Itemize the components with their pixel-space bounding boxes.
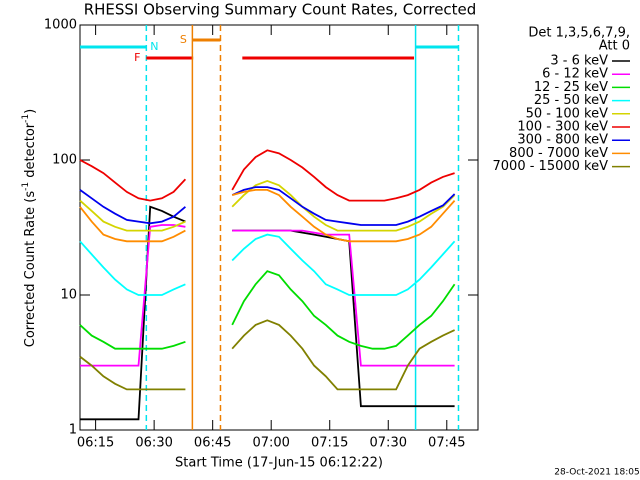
legend-header: Det 1,3,5,6,7,9, <box>528 26 630 41</box>
series-line <box>79 319 455 391</box>
x-axis-label: Start Time (17-Jun-15 06:12:22) <box>175 456 383 471</box>
series-line <box>79 179 456 232</box>
y-label-part: detector <box>23 122 38 182</box>
y-label-part: ) <box>23 109 38 114</box>
flag-label: N <box>150 40 158 53</box>
y-label-sup: -1 <box>21 114 31 123</box>
y-tick-label: 10 <box>60 288 77 303</box>
legend-label: 100 - 300 keV <box>517 120 608 135</box>
legend-label: 25 - 50 keV <box>534 93 608 108</box>
legend-label: 300 - 800 keV <box>517 133 608 148</box>
legend-label: 6 - 12 keV <box>542 67 608 82</box>
x-tick-label: 06:30 <box>135 436 172 451</box>
legend-label: 7000 - 15000 keV <box>493 159 609 174</box>
x-tick-label: 06:45 <box>194 436 231 451</box>
x-tick-label: 07:30 <box>370 436 407 451</box>
series-line <box>79 270 456 350</box>
flag-label: F <box>134 51 140 64</box>
plot-frame <box>79 24 479 431</box>
legend-label: 800 - 7000 keV <box>509 146 608 161</box>
x-tick-label: 07:00 <box>252 436 289 451</box>
series-line <box>79 186 456 226</box>
legend-label: 12 - 25 keV <box>534 80 608 95</box>
footer: 28-Oct-2021 18:05 <box>554 468 639 478</box>
y-label-sup: -1 <box>21 182 31 191</box>
y-tick-label: 1 <box>69 423 77 438</box>
flag-label: S <box>180 33 187 46</box>
y-tick-label: 100 <box>52 153 77 168</box>
series-line <box>79 149 455 202</box>
series-line <box>80 224 455 367</box>
series-line <box>79 189 456 243</box>
y-axis-label: Corrected Count Rate (s-1 detector-1) <box>21 109 38 347</box>
series-line <box>79 233 456 296</box>
x-tick-label: 07:45 <box>428 436 465 451</box>
x-tick-label: 06:15 <box>77 436 114 451</box>
y-label-part: Corrected Count Rate (s <box>23 191 38 348</box>
legend-header: Att 0 <box>599 39 630 54</box>
x-tick-label: 07:15 <box>311 436 348 451</box>
chart-title: RHESSI Observing Summary Count Rates, Co… <box>84 1 477 19</box>
legend-label: 50 - 100 keV <box>526 106 609 121</box>
y-tick-label: 1000 <box>44 18 77 33</box>
legend-label: 3 - 6 keV <box>550 54 608 69</box>
